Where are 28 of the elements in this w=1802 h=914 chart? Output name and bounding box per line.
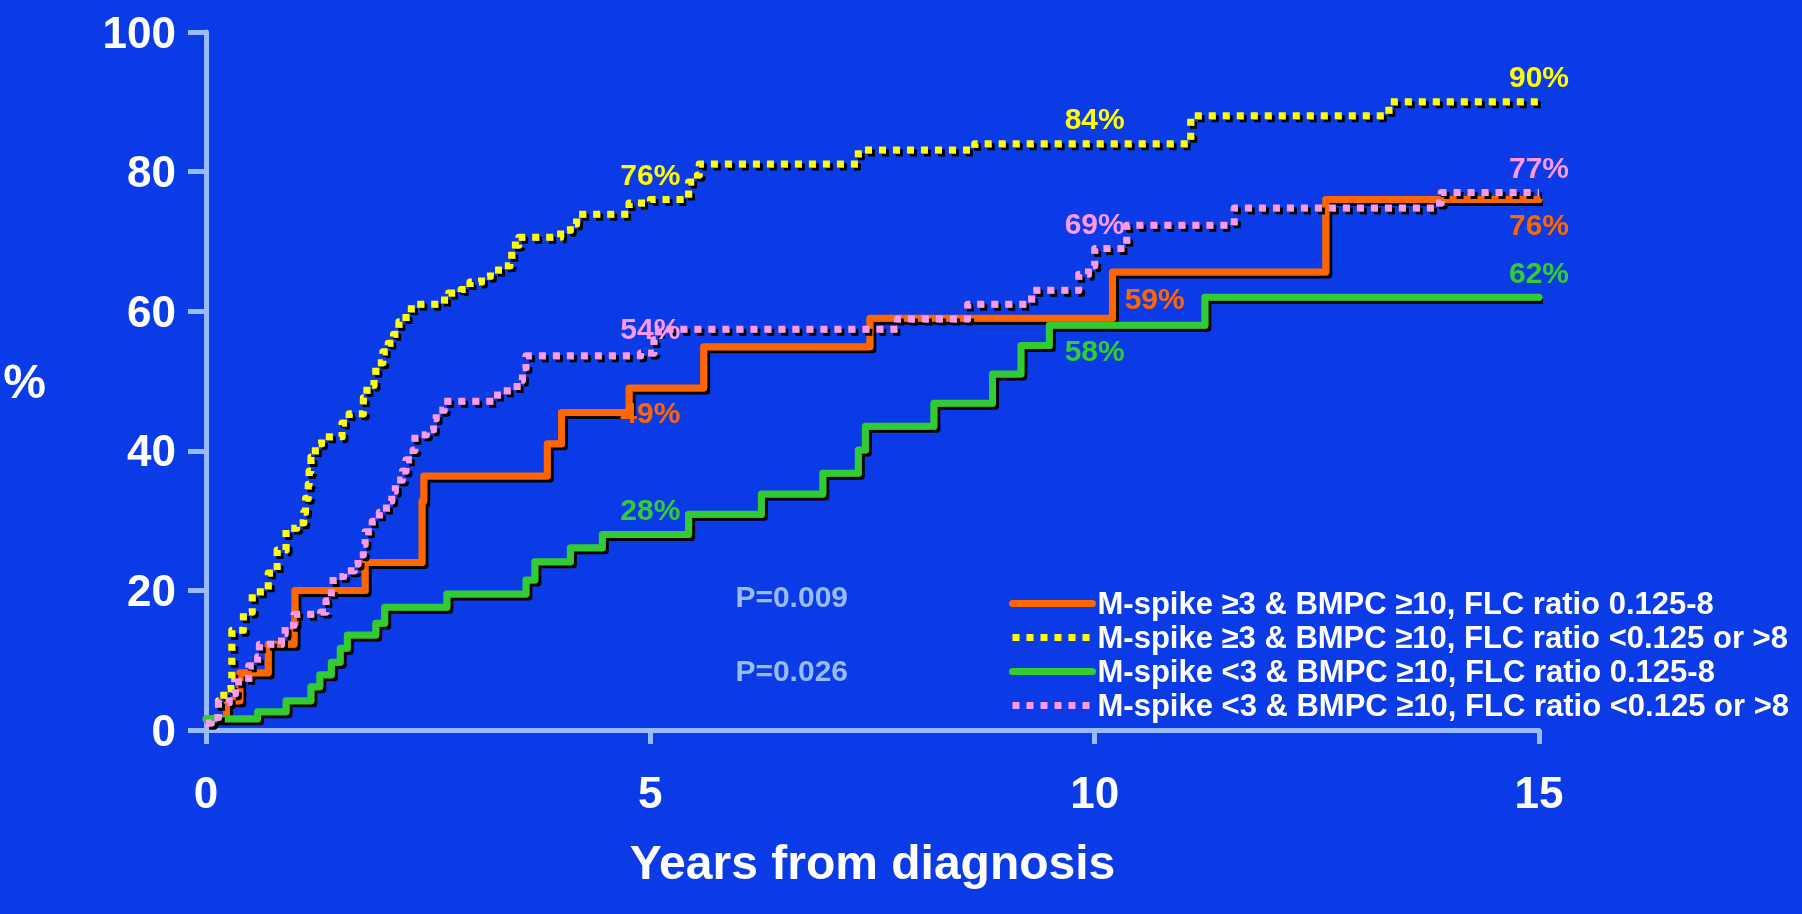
data-label: 76% [1508, 208, 1570, 242]
y-tick-label: 20 [127, 565, 176, 615]
data-label: 77% [1508, 151, 1570, 185]
y-tick-label: 100 [102, 7, 176, 57]
legend-label: M-spike ≥3 & BMPC ≥10, FLC ratio <0.125 or >8 [1097, 620, 1788, 655]
legend-label: M-spike <3 & BMPC ≥10, FLC ratio 0.125-8 [1097, 654, 1715, 689]
x-axis-title: Years from diagnosis [629, 835, 1116, 889]
y-tick-label: 80 [127, 147, 176, 197]
y-axis-title: % [3, 354, 46, 408]
data-label: 90% [1508, 60, 1570, 94]
y-tick-label: 60 [127, 286, 176, 336]
annotation: P=0.026 [735, 653, 849, 687]
y-tick-label: 0 [151, 705, 176, 755]
legend-label: M-spike <3 & BMPC ≥10, FLC ratio <0.125 or >8 [1097, 688, 1790, 723]
data-label: 62% [1508, 255, 1570, 289]
x-tick-label: 5 [638, 767, 663, 817]
x-tick-label: 15 [1514, 767, 1564, 817]
data-label: 28% [620, 493, 681, 527]
annotation: P=0.009 [735, 579, 849, 613]
data-label: 58% [1064, 333, 1125, 367]
data-label: 84% [1064, 102, 1125, 136]
y-tick-label: 40 [127, 426, 176, 476]
legend-label: M-spike ≥3 & BMPC ≥10, FLC ratio 0.125-8 [1097, 586, 1714, 621]
data-label: 59% [1124, 281, 1185, 315]
data-label: 69% [1064, 206, 1125, 240]
x-tick-label: 10 [1070, 767, 1120, 817]
data-label: 76% [620, 158, 681, 192]
x-tick-label: 0 [193, 767, 219, 817]
